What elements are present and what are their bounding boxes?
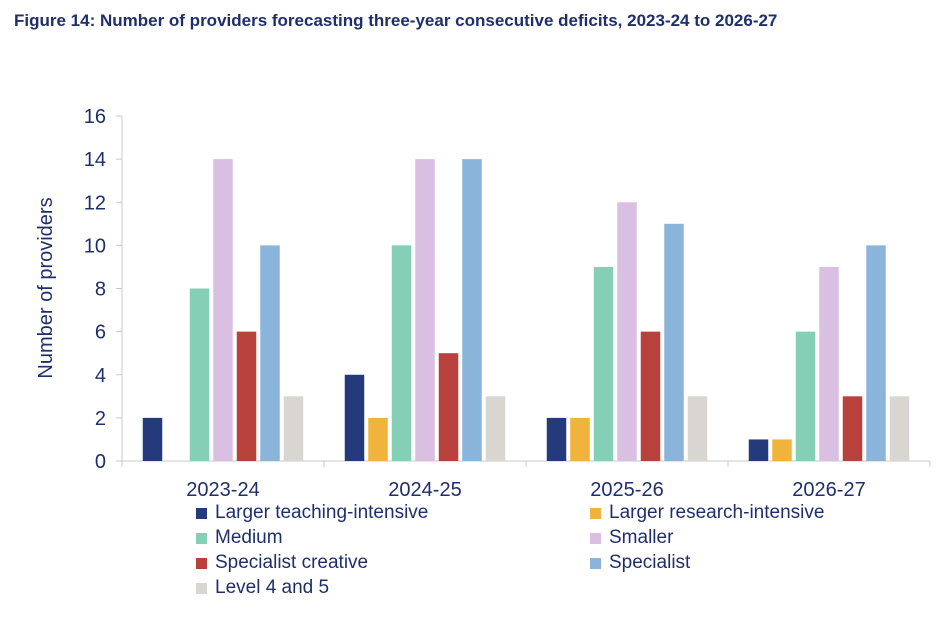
bar-larger-teaching-intensive-2026-27 bbox=[748, 439, 769, 461]
y-tick-label: 2 bbox=[95, 408, 106, 430]
bar-specialist-creative-2026-27 bbox=[842, 396, 863, 461]
y-axis-label: Number of providers bbox=[35, 197, 57, 378]
x-tick-label: 2024-25 bbox=[388, 479, 461, 501]
bar-smaller-2024-25 bbox=[415, 159, 435, 461]
bar-level-4-and-5-2025-26 bbox=[687, 396, 708, 461]
bar-larger-teaching-intensive-2024-25 bbox=[344, 374, 365, 461]
bar-level-4-and-5-2026-27 bbox=[889, 396, 910, 461]
bar-specialist-2025-26 bbox=[664, 223, 684, 461]
bar-specialist-2024-25 bbox=[462, 159, 482, 461]
x-tick-label: 2023-24 bbox=[186, 479, 259, 501]
y-tick-label: 14 bbox=[84, 149, 106, 171]
y-tick-label: 0 bbox=[95, 451, 106, 473]
bar-level-4-and-5-2024-25 bbox=[485, 396, 506, 461]
bar-larger-research-intensive-2024-25 bbox=[368, 417, 388, 461]
bar-specialist-creative-2025-26 bbox=[640, 331, 661, 461]
x-axis: 2023-24 2024-25 2025-26 2026-27 bbox=[121, 460, 931, 501]
bar-smaller-2023-24 bbox=[213, 159, 233, 461]
bar-specialist-2023-24 bbox=[260, 245, 280, 461]
bar-larger-research-intensive-2025-26 bbox=[570, 417, 590, 461]
y-tick-label: 16 bbox=[84, 106, 106, 128]
x-tick-label: 2025-26 bbox=[590, 479, 663, 501]
bar-medium-2025-26 bbox=[593, 266, 614, 461]
bar-specialist-creative-2024-25 bbox=[438, 353, 459, 461]
bars bbox=[142, 159, 910, 461]
bar-specialist-2026-27 bbox=[866, 245, 886, 461]
bar-medium-2026-27 bbox=[795, 331, 816, 461]
bar-medium-2023-24 bbox=[189, 288, 210, 461]
y-tick-label: 4 bbox=[95, 365, 106, 387]
y-tick-label: 6 bbox=[95, 322, 106, 344]
y-tick-label: 8 bbox=[95, 279, 106, 301]
bar-smaller-2025-26 bbox=[617, 202, 637, 461]
x-tick-label: 2026-27 bbox=[792, 479, 865, 501]
y-tick-label: 12 bbox=[84, 192, 106, 214]
bar-medium-2024-25 bbox=[391, 245, 412, 461]
bar-smaller-2026-27 bbox=[819, 266, 839, 461]
bar-larger-teaching-intensive-2023-24 bbox=[142, 417, 163, 461]
bar-specialist-creative-2023-24 bbox=[236, 331, 257, 461]
y-axis: 0 2 4 6 8 10 12 14 16 bbox=[84, 106, 123, 473]
bar-larger-research-intensive-2026-27 bbox=[772, 439, 792, 461]
bar-level-4-and-5-2023-24 bbox=[283, 396, 304, 461]
bar-larger-teaching-intensive-2025-26 bbox=[546, 417, 567, 461]
chart-title: Figure 14: Number of providers forecasti… bbox=[14, 11, 778, 30]
y-tick-label: 10 bbox=[84, 235, 106, 257]
